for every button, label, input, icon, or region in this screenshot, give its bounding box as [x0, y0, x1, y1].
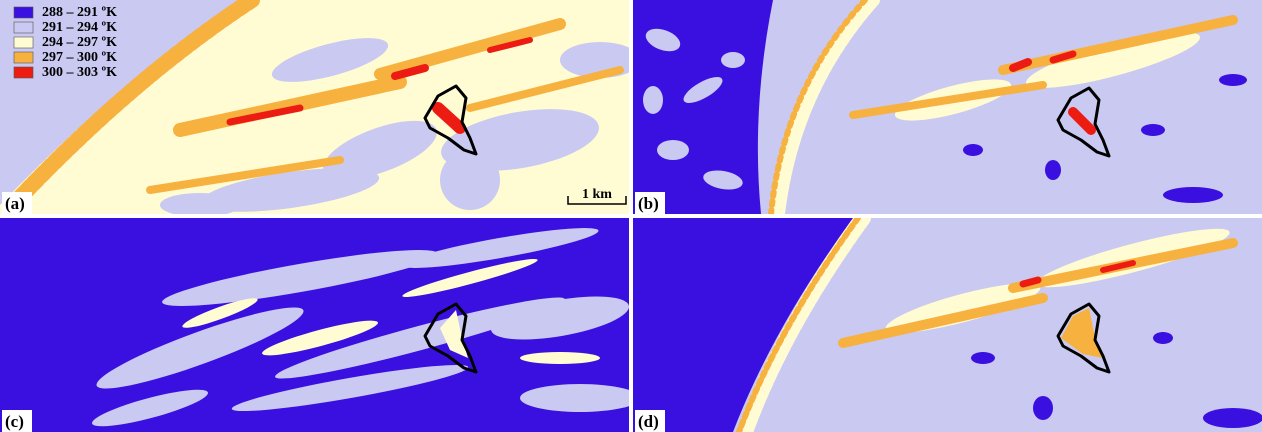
panel-label: (b) [638, 194, 659, 213]
panel-label: (d) [638, 412, 659, 431]
class-patch [1045, 160, 1061, 180]
class-patch [1153, 332, 1173, 344]
legend-label: 297 – 300 ºK [42, 50, 117, 65]
class-patch [643, 86, 663, 114]
class-band [1023, 280, 1038, 284]
class-patch [1141, 124, 1165, 136]
class-patch [160, 193, 240, 217]
class-patch [1163, 187, 1223, 203]
panel-label: (c) [5, 412, 24, 431]
map-panel [633, 0, 1262, 214]
class-patch [721, 52, 745, 68]
class-patch [1219, 74, 1247, 86]
legend-swatch [14, 37, 33, 48]
legend-label: 300 – 303 ºK [42, 65, 117, 80]
panel-content [633, 218, 1262, 432]
class-patch [971, 352, 995, 364]
map-panel [633, 218, 1262, 432]
class-patch [440, 150, 500, 210]
class-patch [963, 144, 983, 156]
legend-swatch [14, 52, 33, 63]
legend-label: 288 – 291 ºK [42, 5, 117, 20]
map-figure: (a) (b) (c) (d) 1 km 288 – 291 ºK291 – 294 ºK… [0, 0, 1262, 432]
panel-label: (a) [5, 194, 25, 213]
class-patch [1033, 396, 1053, 420]
scale-bar-label: 1 km [582, 187, 612, 202]
panel-content [633, 0, 1262, 214]
class-patch [657, 140, 689, 160]
class-band [1013, 62, 1028, 68]
legend-swatch [14, 7, 33, 18]
legend-label: 291 – 294 ºK [42, 20, 117, 35]
class-patch [1203, 408, 1262, 428]
page: {"legend": [ {"label": "288 – 291 ºK", "… [0, 0, 1262, 432]
class-patch [520, 352, 600, 364]
legend-label: 294 – 297 ºK [42, 35, 117, 50]
legend-swatch [14, 22, 33, 33]
map-panel [0, 218, 640, 432]
class-patch [520, 384, 640, 412]
legend-swatch [14, 67, 33, 78]
panel-content [0, 218, 640, 432]
